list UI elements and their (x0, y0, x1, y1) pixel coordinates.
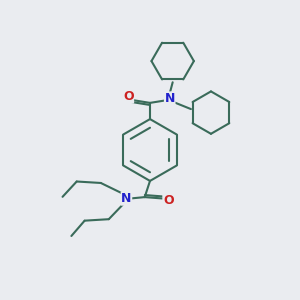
Text: O: O (123, 90, 134, 103)
Text: O: O (163, 194, 174, 207)
Text: N: N (121, 192, 132, 205)
Text: N: N (164, 92, 175, 105)
